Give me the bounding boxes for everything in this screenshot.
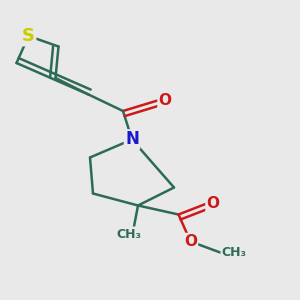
Text: CH₃: CH₃ xyxy=(221,246,247,259)
Text: O: O xyxy=(184,234,197,249)
Text: S: S xyxy=(22,27,35,45)
Text: O: O xyxy=(158,93,172,108)
Text: CH₃: CH₃ xyxy=(116,227,142,241)
Text: N: N xyxy=(125,130,139,148)
Text: O: O xyxy=(206,196,220,211)
